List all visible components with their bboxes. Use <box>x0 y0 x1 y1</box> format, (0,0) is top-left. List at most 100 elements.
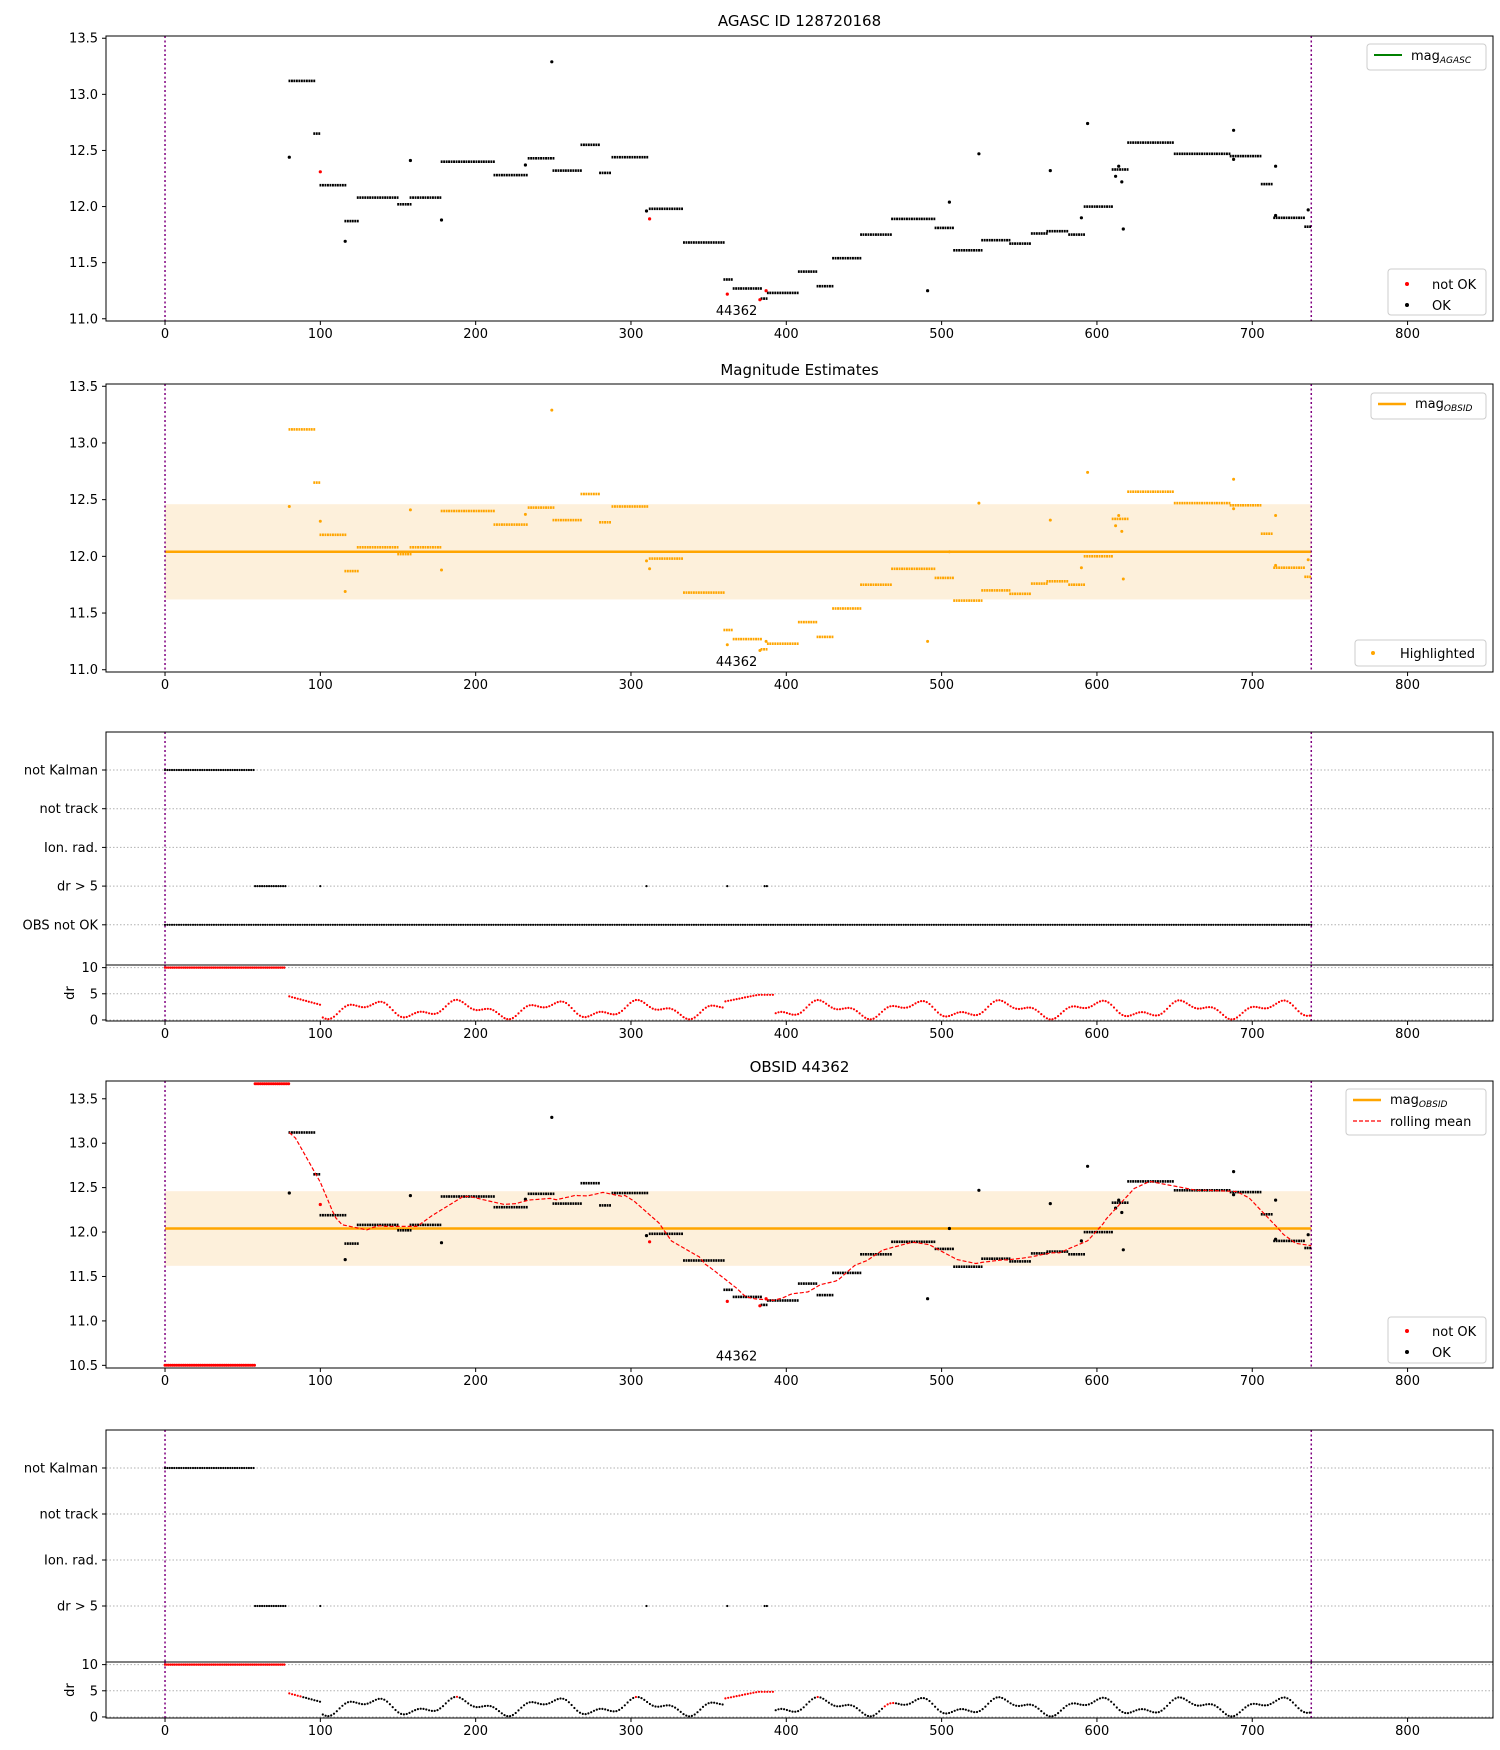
x-tick-label: 100 <box>308 1724 333 1739</box>
ok-point <box>658 1232 661 1236</box>
highlighted-point <box>1239 504 1242 507</box>
dr-point <box>430 1709 433 1712</box>
dr-point <box>1132 1013 1135 1016</box>
highlighted-point <box>975 599 978 602</box>
dr-clipped-point <box>266 966 269 969</box>
ok-point <box>934 226 937 230</box>
highlighted-point <box>1186 501 1189 505</box>
ok-point <box>408 158 412 163</box>
ok-point <box>960 1265 963 1268</box>
dr-clipped-point <box>279 1663 282 1666</box>
dr-point <box>685 1714 688 1717</box>
dr-point <box>1121 1013 1124 1017</box>
dr-point <box>880 1010 884 1013</box>
dr-point <box>906 1006 909 1009</box>
highlighted-point <box>1035 582 1038 585</box>
dr-point <box>595 1708 598 1711</box>
highlighted-point <box>700 591 703 594</box>
dr-point <box>741 1693 744 1697</box>
ok-point <box>443 160 446 163</box>
flag-point <box>366 923 369 926</box>
flag-point <box>215 768 218 772</box>
highlighted-point <box>988 589 991 592</box>
ok-point <box>930 1240 933 1244</box>
highlighted-point <box>1188 501 1191 505</box>
flag-point <box>811 923 814 926</box>
ok-point <box>628 155 631 159</box>
highlighted-point <box>492 509 495 513</box>
dr-point <box>293 1693 296 1696</box>
ok-point <box>1075 1253 1078 1256</box>
dr-point <box>520 1706 523 1709</box>
dr-point <box>950 1013 954 1017</box>
highlighted-point <box>369 546 372 549</box>
ok-point <box>1024 242 1026 245</box>
flag-point <box>343 923 346 926</box>
highlighted-point <box>1274 563 1278 567</box>
ok-point <box>1019 242 1021 245</box>
flag-point <box>231 768 234 772</box>
obsid-magnitude-panel: 0 100 200 300 400 500 600 700 80010.511.011.512.… <box>69 1058 1494 1389</box>
highlighted-point <box>1114 524 1118 528</box>
flag-point <box>897 923 901 926</box>
ok-point <box>550 1115 554 1119</box>
highlighted-point <box>1178 501 1181 505</box>
ok-point <box>870 233 872 236</box>
ok-point <box>412 196 414 199</box>
highlighted-point <box>324 533 327 537</box>
dr-point <box>363 1703 366 1706</box>
dr-point <box>662 1007 666 1010</box>
ok-point <box>1274 164 1278 168</box>
highlighted-point <box>671 557 674 560</box>
highlighted-point <box>356 546 359 549</box>
ok-point <box>419 1223 422 1227</box>
highlighted-point <box>409 552 412 556</box>
ok-point <box>422 1223 424 1227</box>
highlighted-point <box>879 583 882 586</box>
ok-point <box>968 1265 971 1268</box>
y-tick-label: 13.0 <box>69 88 98 103</box>
x-tick-label: 600 <box>1085 1027 1110 1042</box>
highlighted-point <box>742 637 745 641</box>
highlighted-point <box>1275 566 1278 569</box>
flag-point <box>233 923 236 926</box>
highlighted-point <box>564 518 567 522</box>
ok-point <box>414 196 417 199</box>
ok-point <box>1093 205 1096 208</box>
dr-point <box>987 1005 990 1008</box>
flag-point <box>1168 923 1171 926</box>
dr-point <box>1202 1006 1205 1010</box>
ok-point <box>1285 216 1288 220</box>
ok-point <box>1198 152 1201 156</box>
dr-point <box>528 1701 531 1704</box>
ok-point <box>707 241 710 244</box>
flag-point <box>553 923 556 926</box>
dr-point <box>805 1006 808 1009</box>
dr-point <box>948 1014 951 1018</box>
flag-point <box>688 923 691 926</box>
ok-point <box>319 183 322 187</box>
ok-point <box>981 1257 984 1260</box>
dr-point <box>920 1000 923 1003</box>
ok-point <box>1142 141 1144 144</box>
ok-point <box>389 1223 391 1227</box>
dr-point <box>1107 1001 1110 1004</box>
ok-point <box>619 1191 621 1195</box>
dr-clipped-point <box>253 966 256 969</box>
highlighted-point <box>1137 490 1139 493</box>
dr-clipped-point <box>210 1663 213 1666</box>
dr-clipped-point <box>273 1663 277 1666</box>
ok-point <box>906 1240 908 1244</box>
flag-point <box>177 923 181 926</box>
ok-point <box>1232 154 1235 158</box>
ok-point <box>633 1191 636 1195</box>
dr-point <box>707 1702 710 1705</box>
dr-point <box>827 1004 831 1007</box>
highlighted-point <box>1213 501 1216 505</box>
flag-point <box>657 923 661 926</box>
dr-point <box>534 1701 537 1704</box>
flag-point <box>324 923 327 926</box>
ok-point <box>752 1295 755 1299</box>
dr-point <box>959 1708 962 1711</box>
